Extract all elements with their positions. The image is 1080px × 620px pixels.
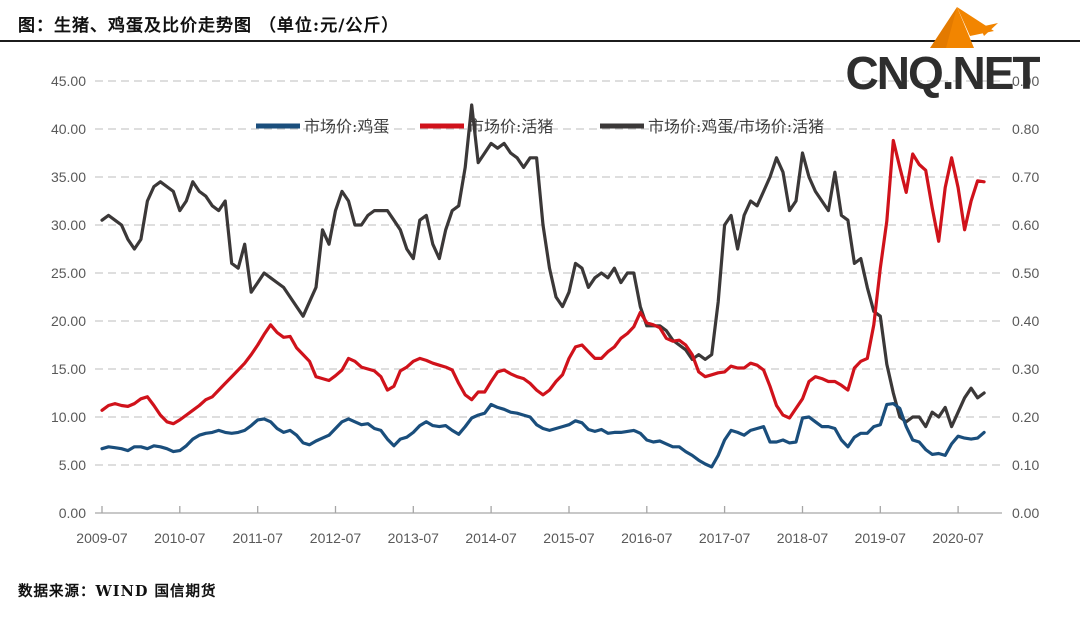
x-axis-tick-label: 2018-07 [777,530,829,546]
left-axis-tick-label: 25.00 [51,265,86,281]
series-lines [100,103,986,469]
right-axis-tick-label: 0.50 [1012,265,1039,281]
right-axis-tick-label: 0.40 [1012,313,1039,329]
logo-text: CNQ.NET [845,47,1041,99]
x-axis-tick-label: 2015-07 [543,530,595,546]
left-axis-tick-label: 5.00 [59,457,86,473]
cnq-logo: CNQ.NET [806,2,1078,100]
right-axis-tick-label: 0.60 [1012,217,1039,233]
x-axis-tick-label: 2011-07 [233,530,284,546]
left-axis-tick-label: 20.00 [51,313,86,329]
x-axis-tick-label: 2016-07 [621,530,673,546]
title-divider [0,40,1080,42]
right-axis-tick-label: 0.10 [1012,457,1039,473]
right-axis-tick-label: 0.90 [1012,73,1039,89]
series-line-ratio [100,103,986,429]
chart-title: 图：生猪、鸡蛋及比价走势图 （单位:元/公斤） [18,16,400,36]
chart-legend: 市场价:鸡蛋 市场价:活猪 市场价:鸡蛋/市场价:活猪 [256,117,824,136]
x-axis-tick-label: 2020-07 [932,530,984,546]
right-axis-tick-label: 0.20 [1012,409,1039,425]
data-source: 数据来源：WIND 国信期货 [18,583,217,600]
x-axis-tick-label: 2014-07 [465,530,517,546]
x-axis-tick-label: 2012-07 [310,530,362,546]
left-axis-tick-label: 15.00 [51,361,86,377]
left-axis-tick-label: 10.00 [51,409,86,425]
legend-label-pig: 市场价:活猪 [468,117,553,136]
left-axis-tick-label: 40.00 [51,121,86,137]
x-axis-tick-label: 2019-07 [855,530,907,546]
right-axis-tick-label: 0.00 [1012,505,1039,521]
left-axis-tick-label: 45.00 [51,73,86,89]
left-axis-tick-label: 0.00 [59,505,86,521]
x-axis-tick-label: 2013-07 [388,530,440,546]
x-axis-tick-label: 2017-07 [699,530,751,546]
right-axis-tick-label: 0.80 [1012,121,1039,137]
left-axis-tick-label: 35.00 [51,169,86,185]
x-axis-tick-label: 2009-07 [76,530,128,546]
right-axis-tick-label: 0.30 [1012,361,1039,377]
gridlines [95,80,1002,466]
left-axis-tick-label: 30.00 [51,217,86,233]
x-axis-tick-label: 2010-07 [154,530,206,546]
right-axis-tick-label: 0.70 [1012,169,1039,185]
series-line-egg [100,402,986,469]
series-line-pig [100,138,986,426]
legend-label-ratio: 市场价:鸡蛋/市场价:活猪 [648,117,824,136]
axes: 45.00 40.00 35.00 30.00 25.00 20.00 15.00 10.00… [51,73,1040,546]
origami-bird-icon [930,7,998,48]
legend-label-egg: 市场价:鸡蛋 [304,117,389,136]
